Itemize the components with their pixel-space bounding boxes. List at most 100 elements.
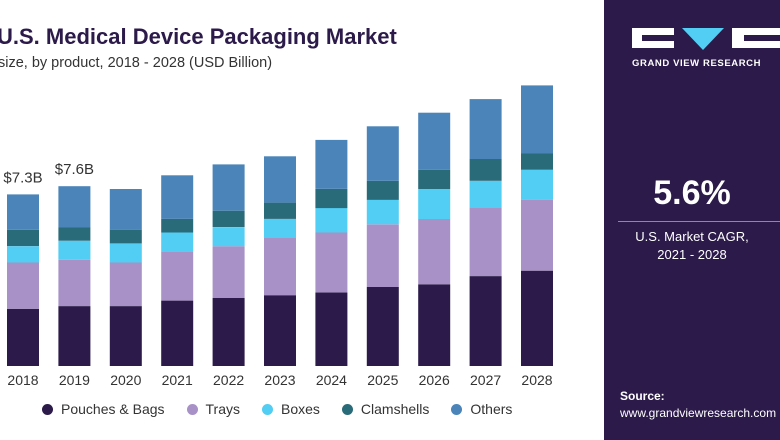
x-tick-label: 2019 <box>59 372 90 388</box>
source-label: Source: <box>620 389 665 403</box>
bar-2025-series-0 <box>366 287 399 366</box>
bar-2026-series-0 <box>418 284 451 366</box>
legend-label: Boxes <box>281 401 320 417</box>
bar-2018-series-1 <box>7 262 39 309</box>
bar-2025-series-4 <box>366 126 399 181</box>
bar-2019-series-4 <box>58 186 91 228</box>
bar-2020-series-3 <box>109 229 142 244</box>
bar-2026-series-3 <box>418 169 451 189</box>
legend-label: Others <box>470 401 513 417</box>
data-label-2018: $7.3B <box>3 169 42 186</box>
bar-2020-series-0 <box>109 306 142 366</box>
bar-2025-series-1 <box>366 224 399 287</box>
bar-2022-series-0 <box>212 297 245 366</box>
legend-label: Clamshells <box>360 401 430 417</box>
bar-2021-series-1 <box>161 251 194 301</box>
bar-2021-series-4 <box>161 175 194 219</box>
bar-2019-series-1 <box>58 259 91 307</box>
bar-2018-series-4 <box>7 194 39 230</box>
grand-view-research-logo <box>632 28 780 50</box>
bar-2023-series-3 <box>264 202 296 219</box>
bar-2019-series-0 <box>58 306 91 366</box>
x-tick-label: 2026 <box>419 372 450 388</box>
bar-2020-series-4 <box>109 189 142 230</box>
source-link[interactable]: www.grandviewresearch.com <box>620 406 777 420</box>
x-tick-label: 2028 <box>521 372 552 388</box>
x-axis-ticks: 2018 2019 2020 2021 2022 2023 2024 2025 2026 2027… <box>7 372 552 388</box>
bar-2028-series-4 <box>521 85 553 154</box>
legend-item: Clamshells <box>341 401 430 417</box>
legend-swatch <box>42 403 53 415</box>
bar-2023-series-4 <box>264 156 296 203</box>
chart-subtitle: size, by product, 2018 - 2028 (USD Billi… <box>0 55 273 71</box>
bar-2028-series-1 <box>521 199 553 271</box>
bar-2024-series-4 <box>315 139 348 189</box>
brand-panel: GRAND VIEW RESEARCH 5.6% U.S. Market CAG… <box>604 0 780 440</box>
legend-label: Trays <box>205 401 240 417</box>
legend-swatch <box>186 403 198 415</box>
bar-2021-series-3 <box>161 218 194 233</box>
data-labels: $7.3B $7.6B <box>3 161 94 186</box>
legend-swatch <box>262 403 273 415</box>
bar-2021-series-2 <box>161 232 194 252</box>
bar-2023-series-1 <box>264 238 296 296</box>
bar-2028-series-0 <box>521 270 553 366</box>
bar-2018-series-3 <box>7 229 39 247</box>
bar-2027-series-2 <box>469 180 502 208</box>
chart-title: U.S. Medical Device Packaging Market <box>0 24 397 49</box>
legend-item: Boxes <box>262 401 320 417</box>
bar-2025-series-2 <box>366 199 399 225</box>
x-tick-label: 2022 <box>213 372 244 388</box>
x-tick-label: 2025 <box>367 372 398 388</box>
cagr-divider <box>618 221 780 222</box>
bar-2027-series-1 <box>469 208 502 277</box>
bars-group <box>7 85 553 366</box>
bar-2022-series-1 <box>212 246 245 298</box>
stacked-bar-chart: 2018 2019 2020 2021 2022 2023 2024 2025 2026 2027… <box>3 85 553 388</box>
bar-2027-series-3 <box>469 159 502 181</box>
cagr-value: 5.6% <box>653 174 731 212</box>
x-tick-label: 2020 <box>110 372 141 388</box>
bar-2024-series-2 <box>315 208 348 233</box>
bar-2021-series-0 <box>161 300 194 366</box>
bar-2019-series-3 <box>58 227 91 241</box>
bar-2024-series-1 <box>315 232 348 293</box>
bar-2027-series-0 <box>469 276 502 366</box>
legend-swatch <box>451 403 463 415</box>
data-label-2019: $7.6B <box>55 161 94 178</box>
legend-label: Pouches & Bags <box>61 401 165 417</box>
bar-2018-series-0 <box>7 308 39 366</box>
bar-2028-series-3 <box>521 153 553 170</box>
brand-name: GRAND VIEW RESEARCH <box>632 58 762 69</box>
bar-2026-series-1 <box>418 218 451 285</box>
bar-2023-series-0 <box>264 295 296 366</box>
bar-2023-series-2 <box>264 218 296 238</box>
chart-legend: Pouches & Bags Trays Boxes Clamshells Others <box>42 401 534 417</box>
bar-2020-series-1 <box>109 262 142 307</box>
bar-2028-series-2 <box>521 169 553 200</box>
legend-item: Others <box>451 401 512 417</box>
bar-2026-series-2 <box>418 189 451 219</box>
bar-2026-series-4 <box>418 112 451 170</box>
bar-2019-series-2 <box>58 240 91 260</box>
x-tick-label: 2023 <box>264 372 295 388</box>
x-tick-label: 2027 <box>470 372 501 388</box>
bar-2022-series-3 <box>212 210 245 227</box>
cagr-label-line1: U.S. Market CAGR, <box>635 229 749 244</box>
bar-2022-series-2 <box>212 227 245 247</box>
bar-2018-series-2 <box>7 246 39 263</box>
bar-2020-series-2 <box>109 243 142 263</box>
bar-2027-series-4 <box>469 99 502 159</box>
cagr-label-line2: 2021 - 2028 <box>657 247 727 262</box>
bar-2022-series-4 <box>212 164 245 211</box>
legend-swatch <box>341 403 353 415</box>
bar-2025-series-3 <box>366 180 399 200</box>
legend-item: Trays <box>186 401 240 417</box>
bar-2024-series-0 <box>315 292 348 366</box>
x-tick-label: 2018 <box>7 372 38 388</box>
x-tick-label: 2024 <box>316 372 347 388</box>
bar-2024-series-3 <box>315 189 348 209</box>
x-tick-label: 2021 <box>162 372 193 388</box>
cagr-label: U.S. Market CAGR, 2021 - 2028 <box>604 228 780 264</box>
legend-item: Pouches & Bags <box>42 401 165 417</box>
